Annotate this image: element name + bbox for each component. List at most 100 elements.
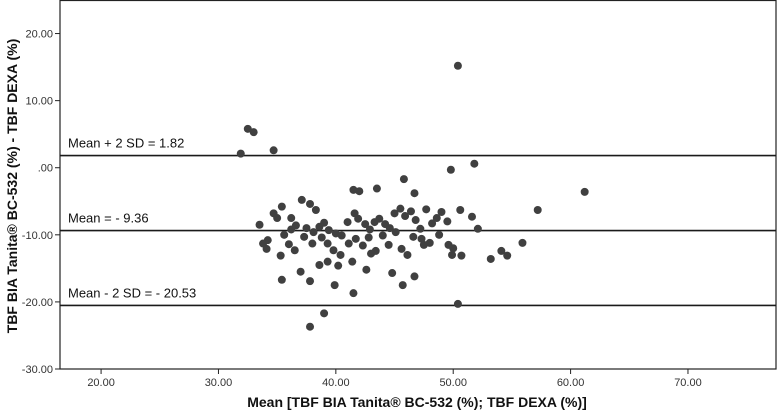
data-point <box>287 225 296 234</box>
y-tick-label: 10.00 <box>25 96 53 108</box>
data-point <box>457 251 466 260</box>
data-point <box>428 219 437 228</box>
data-point <box>336 250 345 259</box>
data-point <box>349 289 358 298</box>
data-point <box>411 216 420 225</box>
data-point <box>473 224 482 233</box>
data-point <box>236 149 245 158</box>
data-point <box>297 195 306 204</box>
data-point <box>372 184 381 193</box>
data-point <box>255 220 264 229</box>
y-tick-label: -20.00 <box>22 297 53 309</box>
data-point <box>503 251 512 260</box>
data-point <box>287 214 296 223</box>
data-point <box>419 240 428 249</box>
data-point <box>306 277 315 286</box>
data-point <box>453 61 462 70</box>
data-point <box>276 251 285 260</box>
data-point <box>277 202 286 211</box>
data-point <box>388 269 397 278</box>
data-point <box>330 281 339 290</box>
data-point <box>437 208 446 217</box>
data-point <box>361 220 370 229</box>
x-tick-label: 60.00 <box>557 377 585 389</box>
data-point <box>378 231 387 240</box>
data-point <box>467 212 476 221</box>
data-point <box>396 204 405 213</box>
reference-line-label: Mean - 2 SD = - 20.53 <box>68 285 196 300</box>
x-tick-label: 40.00 <box>322 377 350 389</box>
x-axis-title: Mean [TBF BIA Tanita® BC-532 (%); TBF DE… <box>247 394 587 410</box>
data-point <box>456 205 465 214</box>
data-point <box>410 189 419 198</box>
data-point <box>403 250 412 259</box>
data-point <box>311 205 320 214</box>
data-point <box>362 265 371 274</box>
y-tick-label: .00 <box>38 163 53 175</box>
data-points <box>236 61 589 331</box>
data-point <box>343 218 352 227</box>
data-point <box>284 240 293 249</box>
reference-line-label: Mean + 2 SD = 1.82 <box>68 136 184 151</box>
x-tick-label: 20.00 <box>87 377 115 389</box>
data-point <box>306 322 315 331</box>
data-point <box>453 299 462 308</box>
data-point <box>365 225 374 234</box>
data-point <box>320 309 329 318</box>
reference-line-label: Mean = - 9.36 <box>68 211 149 226</box>
data-point <box>443 217 452 226</box>
data-point <box>435 230 444 239</box>
data-point <box>432 214 441 223</box>
data-point <box>384 240 393 249</box>
data-point <box>399 175 408 184</box>
data-point <box>290 246 299 255</box>
data-point <box>324 226 333 235</box>
data-point <box>448 250 457 259</box>
y-tick-label: -10.00 <box>22 230 53 242</box>
data-point <box>259 239 268 248</box>
data-point <box>385 224 394 233</box>
data-point <box>243 124 252 133</box>
data-point <box>348 257 357 266</box>
data-point <box>300 232 309 241</box>
data-point <box>315 261 324 270</box>
data-point <box>406 207 415 216</box>
data-point <box>351 234 360 243</box>
data-point <box>397 244 406 253</box>
x-tick-label: 30.00 <box>205 377 233 389</box>
plot-frame <box>59 0 777 370</box>
data-point <box>410 272 419 281</box>
data-point <box>323 257 332 266</box>
data-point <box>317 233 326 242</box>
data-point <box>358 241 367 250</box>
data-point <box>306 199 315 208</box>
data-point <box>401 212 410 221</box>
data-point <box>533 205 542 214</box>
data-point <box>273 214 282 223</box>
data-point <box>329 246 338 255</box>
data-point <box>269 146 278 155</box>
data-point <box>337 231 346 240</box>
y-tick-label: 20.00 <box>25 29 53 41</box>
data-point <box>391 228 400 237</box>
data-point <box>302 224 311 233</box>
data-point <box>296 267 305 276</box>
data-point <box>320 218 329 227</box>
data-point <box>580 187 589 196</box>
data-point <box>422 205 431 214</box>
y-tick-label: -30.00 <box>22 364 53 376</box>
data-point <box>277 275 286 284</box>
data-point <box>390 209 399 218</box>
data-point <box>355 187 364 196</box>
data-point <box>364 233 373 242</box>
plot-border <box>59 0 777 370</box>
data-point <box>409 232 418 241</box>
data-point <box>375 214 384 223</box>
x-tick-label: 70.00 <box>674 377 702 389</box>
y-axis-title: TBF BIA Tanita® BC-532 (%) - TBF DEXA (%… <box>4 39 20 333</box>
data-point <box>344 239 353 248</box>
data-point <box>354 214 363 223</box>
data-point <box>416 224 425 233</box>
data-point <box>417 234 426 243</box>
